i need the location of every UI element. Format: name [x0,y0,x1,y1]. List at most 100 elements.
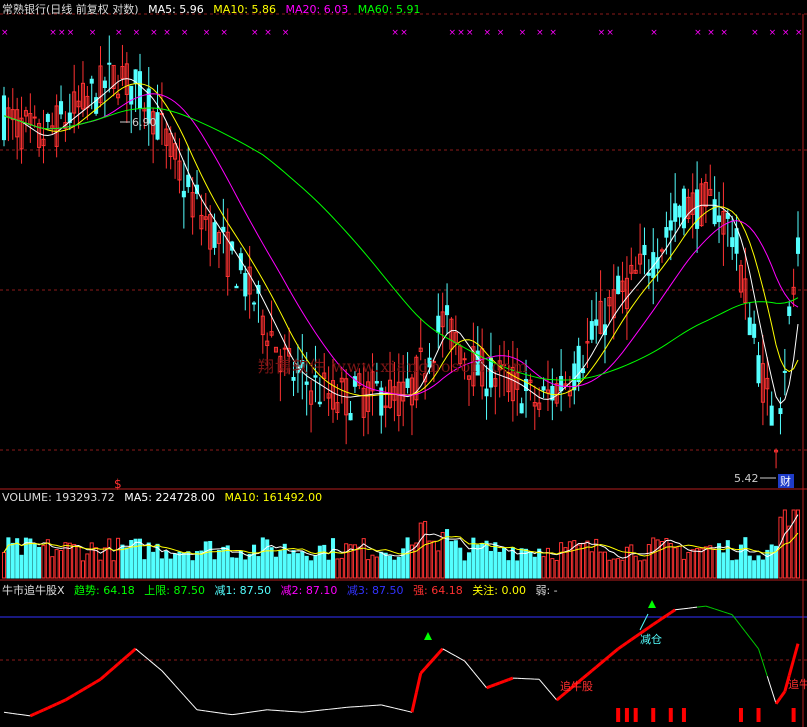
volume-bar [537,548,542,579]
trend-segment [232,713,237,716]
trend-segment [60,698,67,704]
trend-segment [8,712,13,714]
trend-segment [112,662,120,669]
trend-segment [762,662,768,677]
candle-down [304,381,309,385]
volume-bar [791,509,796,579]
signal-x-icon: × [448,28,456,38]
volume-bar [699,548,704,579]
trend-segment [192,704,198,711]
volume-bar [216,549,221,579]
trend-segment [665,611,672,617]
candle-up [265,340,270,347]
trend-segment [586,669,593,676]
volume-bar [686,551,691,579]
signal-bar [738,708,743,722]
candle-up [708,188,713,196]
candle-down [137,71,143,110]
trend-segment [148,659,154,664]
high-label: 6.90 [132,116,157,129]
volume-bar [173,553,178,579]
trend-segment [451,653,457,657]
trend-segment [792,643,800,661]
focus-value: 关注: 0.00 [472,584,526,597]
volume-bar [221,546,226,579]
volume-bar [703,546,708,579]
candle-up [41,138,46,147]
volume-bar [528,551,533,579]
volume-bar [668,542,673,579]
volume-bars [1,509,801,579]
volume-bar [576,544,581,579]
trend-segment [551,694,558,701]
volume-bar [471,537,476,579]
volume-bar [273,556,279,579]
volume-bar [550,558,555,579]
trend-segment [740,625,746,633]
volume-bar [510,547,515,579]
candle-up [273,346,279,353]
candle-down [436,315,441,333]
candle-up [339,377,344,383]
volume-bar [76,545,81,579]
volume-bar [164,550,169,579]
volume-bar [67,542,72,579]
volume-bar [616,558,621,579]
signal-x-icon: × [264,28,272,38]
candle-down [317,401,322,405]
volume-bar [690,549,695,579]
candle-up [383,405,388,408]
signal-x-icon: × [282,28,290,38]
trend-segment [394,707,399,710]
candle-up [585,341,590,344]
trend-segment [437,647,444,655]
candle-down [129,85,134,105]
trend-segment [573,680,580,687]
trend-segment [494,681,501,686]
candle-down [677,205,682,218]
volume-bar [567,541,572,579]
candle-down [155,112,160,140]
trend-segment [25,714,31,717]
volume-bar [620,559,625,579]
trend-segment [455,655,461,659]
candle-up [15,109,20,138]
trend-segment [771,689,777,704]
trend-segment [538,678,544,685]
trend-segment [647,623,655,629]
trend-segment [503,678,509,683]
candle-up [401,381,406,402]
volume-bar [203,541,208,579]
ma60-value: MA60: 5.91 [357,3,421,16]
candle-up [23,110,28,117]
trend-segment [507,676,514,682]
volume-bar [124,547,129,579]
volume-bar [370,554,375,579]
volume-bar [708,545,713,579]
volume-bar [440,532,445,579]
volume-bar [427,540,432,579]
trend-segment [34,710,40,716]
candle-down [221,226,226,233]
volume-bar [554,559,559,579]
volume-bar [50,556,55,579]
volume-bar [330,538,336,579]
volume-bar [243,559,248,579]
trend-segment [577,676,585,683]
candle-down [664,227,669,238]
volume-bar [265,539,270,579]
candle-up [80,82,85,110]
signal-x-icon: × [497,28,505,38]
volume-bar [493,542,498,579]
trend-segment [723,611,728,614]
volume-bar [63,542,68,579]
candle-down [291,377,296,381]
candle-up [414,356,419,401]
trend-segment [582,673,589,680]
candle-up [659,249,665,252]
volume-bar [269,547,274,579]
trend-segment [223,712,228,715]
trend-segment [17,713,22,716]
candle-down [752,323,757,338]
